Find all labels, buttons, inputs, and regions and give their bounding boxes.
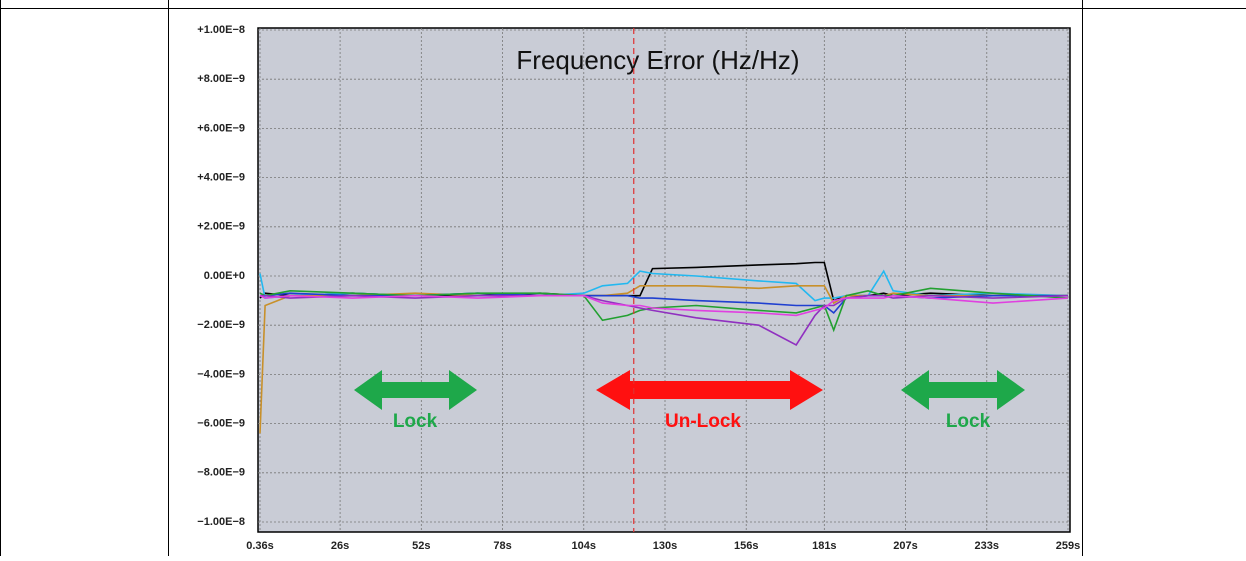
annotation: Lock (946, 411, 991, 432)
grid (258, 28, 1070, 532)
x-tick-label: 181s (812, 540, 836, 552)
x-tick-label: 259s (1056, 540, 1080, 552)
chart-title: Frequency Error (Hz/Hz) (516, 45, 799, 75)
arrows (354, 370, 1025, 410)
y-tick-label: +2.00E−9 (197, 221, 245, 233)
x-tick-label: 156s (734, 540, 758, 552)
y-tick-label: −6.00E−9 (197, 418, 245, 430)
y-tick-label: +1.00E−8 (197, 24, 245, 36)
annotation: Lock (393, 411, 438, 432)
x-tick-label: 26s (331, 540, 349, 552)
lines (259, 261, 1069, 434)
x-tick-label: 52s (412, 540, 430, 552)
y-tick-label: −8.00E−9 (197, 467, 245, 479)
x-tick-label: 233s (975, 540, 999, 552)
y-tick-label: 0.00E+0 (204, 270, 245, 282)
x-tick-label: 207s (893, 540, 917, 552)
x-tick-label: 130s (653, 540, 677, 552)
plot-area (257, 27, 1071, 533)
x-tick-label: 104s (572, 540, 596, 552)
x-tick-label: 78s (493, 540, 511, 552)
y-tick-label: +8.00E−9 (197, 73, 245, 85)
x-tick-label: 0.36s (246, 540, 274, 552)
series-line (259, 294, 1069, 317)
y-tick-label: −1.00E−8 (197, 516, 245, 528)
y-tick-label: −4.00E−9 (197, 368, 245, 380)
y-tick-label: +6.00E−9 (197, 122, 245, 134)
series-line (260, 294, 1069, 346)
y-tick-label: −2.00E−9 (197, 319, 245, 331)
annotation: Un-Lock (665, 411, 741, 432)
y-tick-label: +4.00E−9 (197, 172, 245, 184)
